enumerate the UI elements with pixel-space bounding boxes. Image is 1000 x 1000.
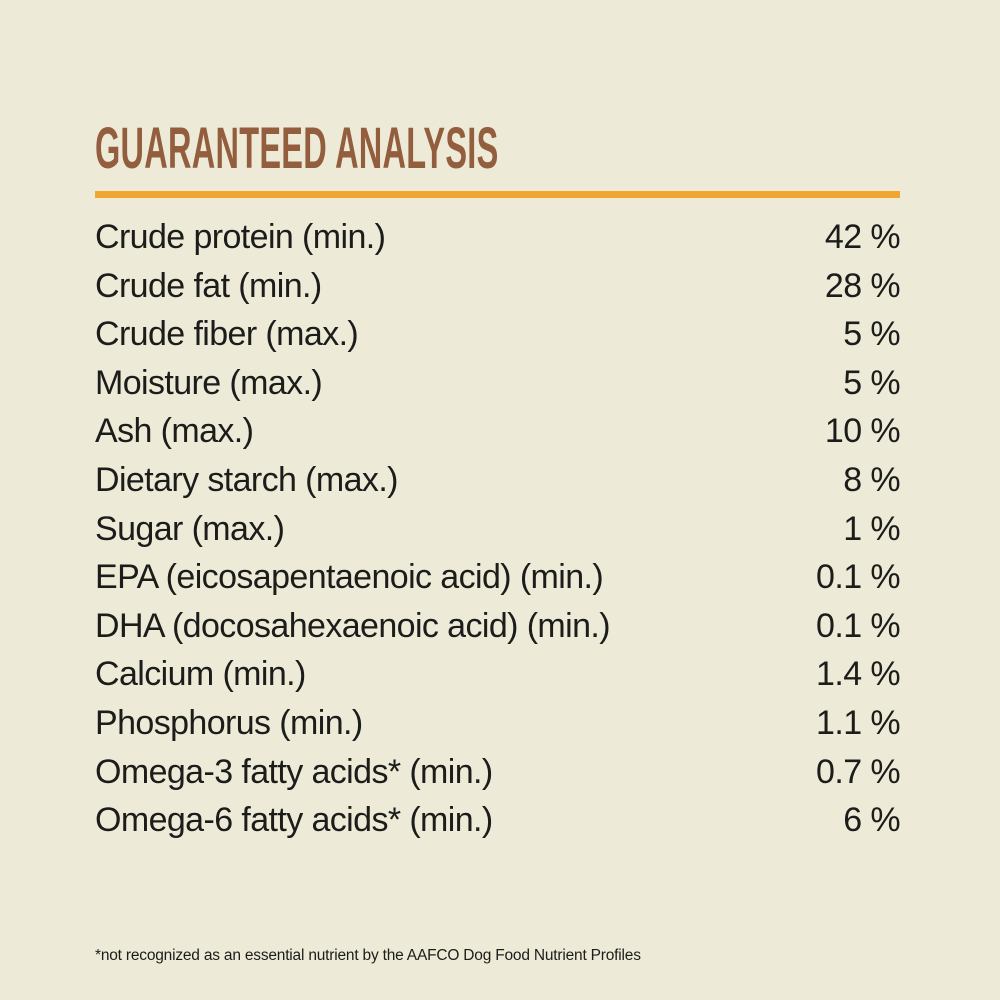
nutrient-value: 0.1 % (816, 558, 901, 597)
table-row: EPA (eicosapentaenoic acid) (min.) 0.1 % (95, 553, 901, 602)
nutrient-value: 0.7 % (816, 752, 901, 791)
nutrient-value: 42 % (824, 218, 901, 256)
nutrient-label: Calcium (min.) (95, 655, 306, 694)
page-title: GUARANTEED ANALYSIS (95, 116, 499, 181)
nutrient-label: Crude fiber (max.) (95, 315, 359, 354)
analysis-table: Crude protein (min.) 42 % Crude fat (min.)… (95, 213, 901, 845)
nutrient-value: 5 % (843, 315, 900, 354)
nutrient-label: EPA (eicosapentaenoic acid) (min.) (95, 558, 604, 597)
table-row: Sugar (max.) 1 % (95, 505, 901, 554)
table-row: Omega-6 fatty acids* (min.) 6 % (95, 796, 901, 845)
nutrient-value: 10 % (824, 412, 901, 451)
nutrient-label: Omega-6 fatty acids* (min.) (95, 801, 493, 840)
nutrient-value: 5 % (843, 363, 900, 402)
nutrient-label: Omega-3 fatty acids* (min.) (95, 752, 493, 791)
nutrient-label: Crude protein (min.) (95, 218, 386, 256)
nutrient-value: 1.1 % (816, 703, 901, 742)
nutrient-value: 28 % (824, 266, 901, 305)
table-row: Crude fiber (max.) 5 % (95, 310, 901, 359)
table-row: DHA (docosahexaenoic acid) (min.) 0.1 % (95, 602, 901, 651)
nutrient-value: 1 % (843, 509, 900, 548)
nutrient-label: DHA (docosahexaenoic acid) (min.) (95, 606, 611, 645)
nutrient-label: Sugar (max.) (95, 509, 285, 548)
nutrient-label: Crude fat (min.) (95, 266, 322, 305)
footnote: *not recognized as an essential nutrient… (95, 947, 641, 964)
nutrient-label: Phosphorus (min.) (95, 703, 363, 742)
table-row: Phosphorus (min.) 1.1 % (95, 699, 901, 748)
nutrient-value: 0.1 % (816, 606, 901, 645)
table-row: Crude protein (min.) 42 % (95, 213, 901, 262)
nutrient-label: Moisture (max.) (95, 363, 323, 402)
title-divider (95, 191, 900, 198)
nutrient-value: 6 % (843, 801, 900, 840)
table-row: Moisture (max.) 5 % (95, 359, 901, 408)
nutrient-label: Dietary starch (max.) (95, 460, 399, 499)
table-row: Crude fat (min.) 28 % (95, 262, 901, 311)
table-row: Dietary starch (max.) 8 % (95, 456, 901, 505)
table-row: Ash (max.) 10 % (95, 407, 901, 456)
table-row: Omega-3 fatty acids* (min.) 0.7 % (95, 748, 901, 797)
table-row: Calcium (min.) 1.4 % (95, 650, 901, 699)
nutrient-value: 1.4 % (816, 655, 901, 694)
nutrient-label: Ash (max.) (95, 412, 254, 451)
nutrient-value: 8 % (843, 460, 900, 499)
